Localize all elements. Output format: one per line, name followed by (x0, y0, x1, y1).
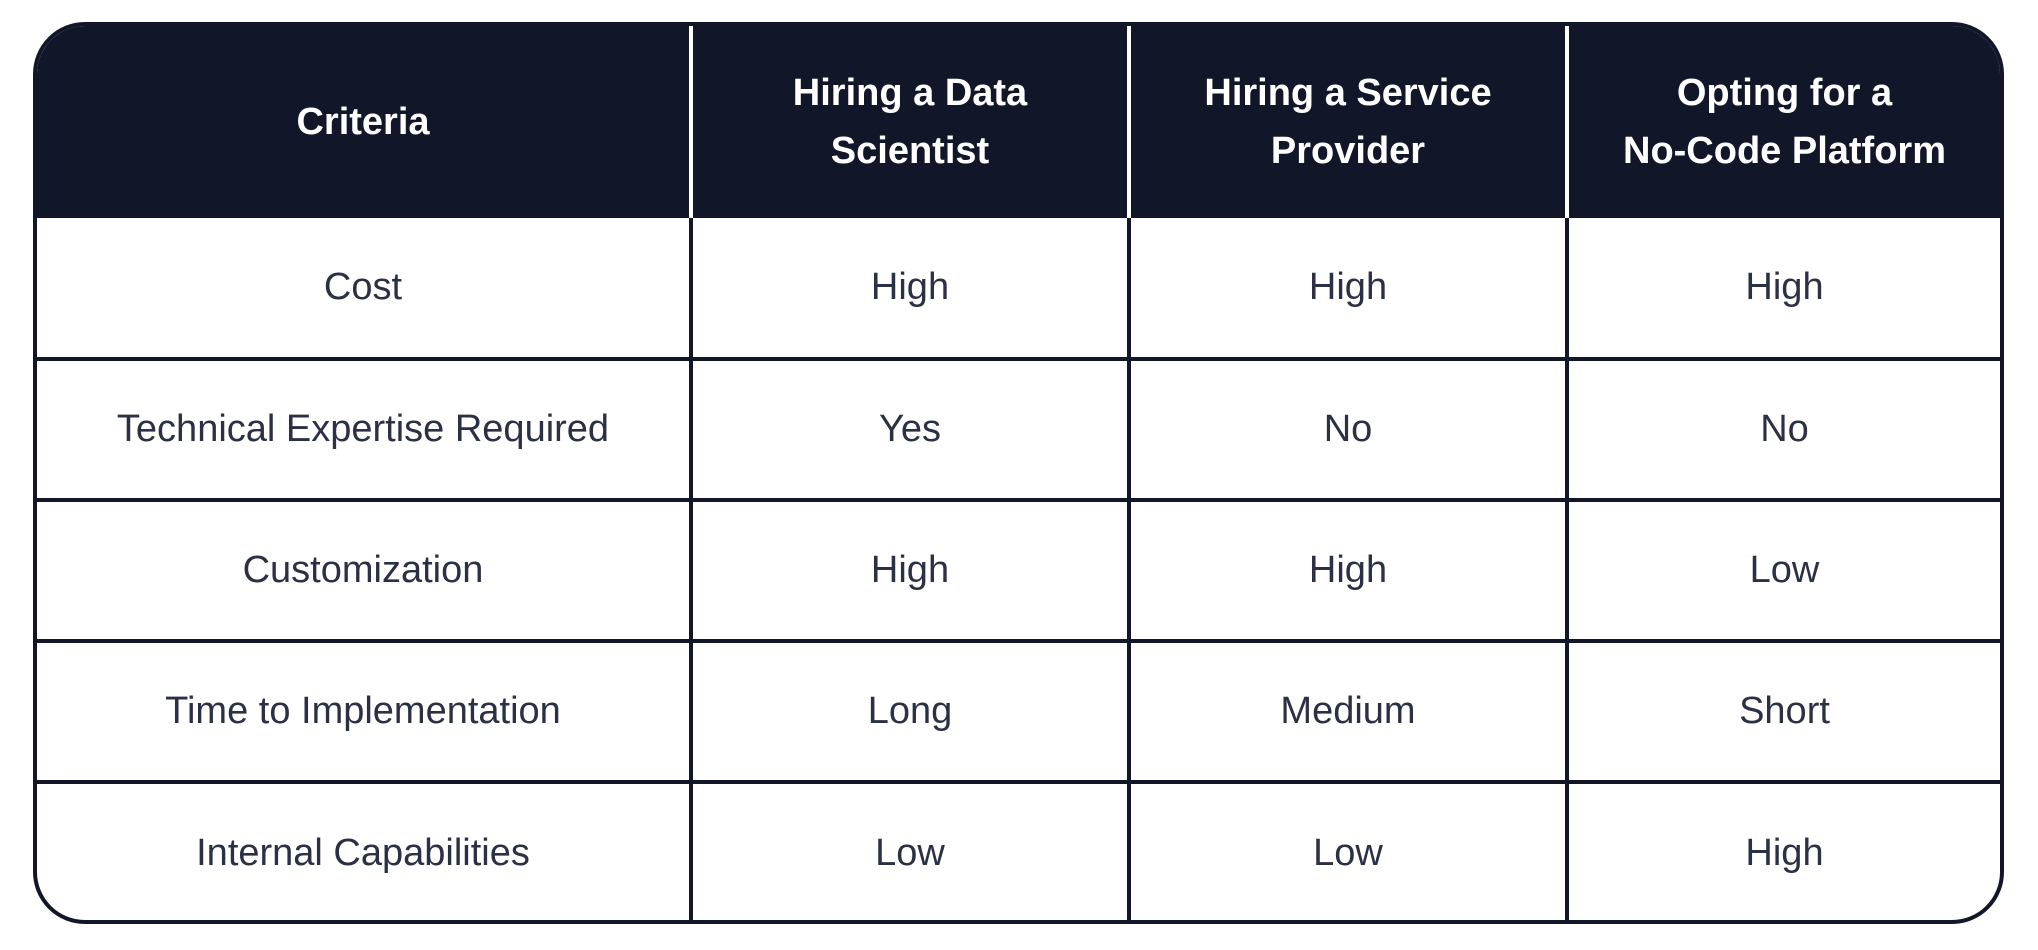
table-row: Technical Expertise Required Yes No No (37, 357, 2000, 500)
table-row: Time to Implementation Long Medium Short (37, 639, 2000, 782)
row-service-provider-cell: Low (1127, 780, 1567, 920)
row-service-provider-cell: High (1127, 218, 1567, 359)
row-no-code-platform-cell: High (1565, 780, 2000, 920)
row-criteria-cell: Internal Capabilities (37, 780, 691, 920)
table-row: Customization High High Low (37, 498, 2000, 641)
header-data-scientist: Hiring a Data Scientist (689, 26, 1129, 218)
row-no-code-platform-cell: No (1565, 357, 2000, 500)
header-service-provider: Hiring a Service Provider (1127, 26, 1567, 218)
row-service-provider-cell: No (1127, 357, 1567, 500)
header-data-scientist-line-2: Scientist (830, 130, 990, 172)
header-service-provider-line-2: Provider (1270, 130, 1426, 172)
header-criteria: Criteria (37, 26, 691, 218)
header-no-code-platform-line-2: No-Code Platform (1623, 130, 1946, 172)
header-service-provider-line-1: Hiring a Service (1204, 72, 1492, 114)
header-no-code-platform: Opting for a No-Code Platform (1565, 26, 2000, 218)
row-criteria-cell: Time to Implementation (37, 639, 691, 782)
row-no-code-platform-cell: Low (1565, 498, 2000, 641)
row-service-provider-cell: Medium (1127, 639, 1567, 782)
table-row: Cost High High High (37, 218, 2000, 359)
row-no-code-platform-cell: High (1565, 218, 2000, 359)
row-data-scientist-cell: High (689, 218, 1129, 359)
row-data-scientist-cell: Long (689, 639, 1129, 782)
comparison-table-grid: Criteria Hiring a Data Scientist Hiring … (37, 26, 2000, 920)
header-criteria-line-1: Criteria (296, 101, 430, 143)
row-criteria-cell: Technical Expertise Required (37, 357, 691, 500)
row-data-scientist-cell: Low (689, 780, 1129, 920)
table-row: Internal Capabilities Low Low High (37, 780, 2000, 920)
row-data-scientist-cell: High (689, 498, 1129, 641)
row-service-provider-cell: High (1127, 498, 1567, 641)
row-criteria-cell: Customization (37, 498, 691, 641)
comparison-table: Criteria Hiring a Data Scientist Hiring … (33, 22, 2004, 924)
row-data-scientist-cell: Yes (689, 357, 1129, 500)
header-no-code-platform-line-1: Opting for a (1676, 72, 1893, 114)
row-criteria-cell: Cost (323, 266, 403, 308)
header-data-scientist-line-1: Hiring a Data (792, 72, 1028, 114)
header-row: Criteria Hiring a Data Scientist Hiring … (37, 26, 2000, 218)
row-no-code-platform-cell: Short (1565, 639, 2000, 782)
